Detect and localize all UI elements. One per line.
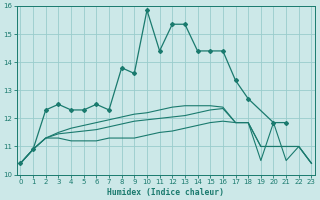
X-axis label: Humidex (Indice chaleur): Humidex (Indice chaleur) [108,188,224,197]
